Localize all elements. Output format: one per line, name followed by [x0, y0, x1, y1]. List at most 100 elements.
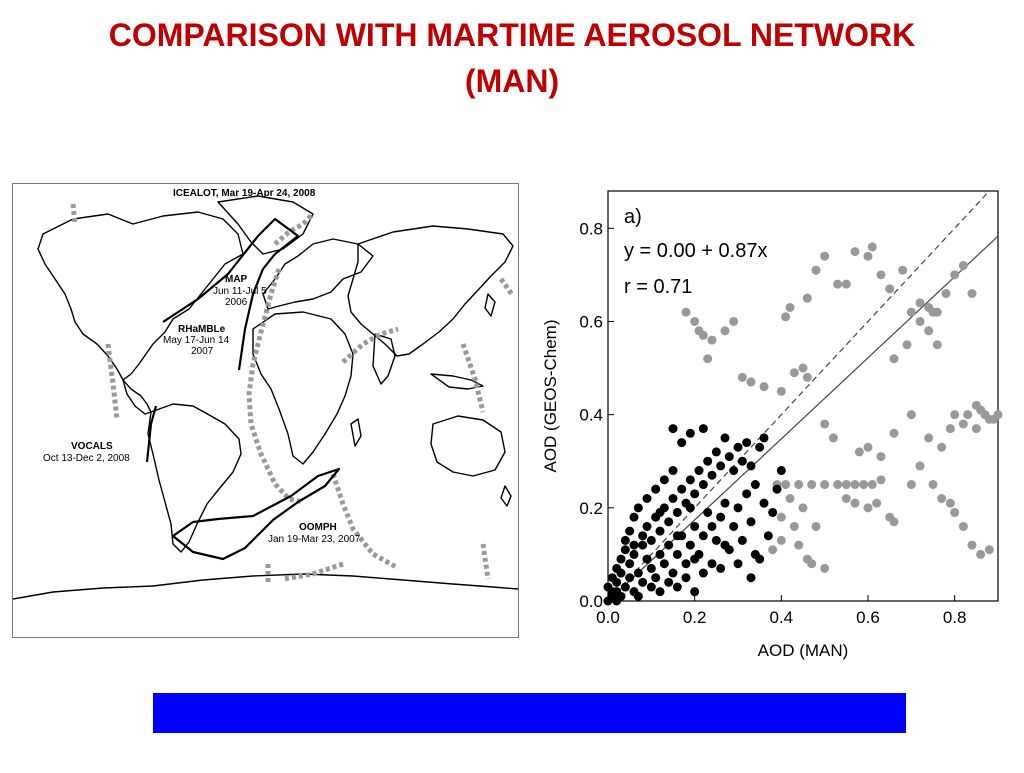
continent-indonesia — [430, 373, 484, 390]
black-point-99 — [720, 540, 730, 550]
black-point-32 — [698, 531, 708, 541]
icealot-track — [162, 217, 300, 323]
black-point-9 — [625, 559, 635, 569]
map-date-label-1: Jun 11-Jul 5 — [213, 286, 267, 297]
x-axis-label: AOD (MAN) — [758, 641, 849, 660]
rhamble-date-label-2: 2007 — [191, 346, 214, 357]
black-point-47 — [737, 535, 747, 545]
x-tick-label-0: 0.0 — [596, 608, 620, 627]
gray-point-8 — [737, 372, 747, 382]
black-point-94 — [690, 587, 700, 597]
black-point-57 — [703, 456, 713, 466]
black-point-110 — [612, 596, 622, 606]
gray-point-35 — [924, 302, 934, 312]
gray-point-7 — [729, 316, 739, 326]
gray-point-19 — [850, 247, 860, 257]
black-point-71 — [651, 484, 661, 494]
gray-point-25 — [906, 307, 916, 317]
gray-point-45 — [807, 480, 817, 490]
gray-point-17 — [833, 279, 843, 289]
gray-point-40 — [789, 368, 799, 378]
gray-point-5 — [703, 354, 713, 364]
gray-point-46 — [820, 480, 830, 490]
black-point-90 — [755, 442, 765, 452]
gray-point-87 — [958, 419, 968, 429]
gray-point-75 — [967, 540, 977, 550]
black-point-102 — [655, 507, 665, 517]
gray-point-88 — [945, 424, 955, 434]
black-point-12 — [646, 563, 656, 573]
gray-point-29 — [932, 340, 942, 350]
gray-point-31 — [950, 270, 960, 280]
gray-point-11 — [776, 386, 786, 396]
gray-point-14 — [802, 293, 812, 303]
black-point-24 — [642, 521, 652, 531]
black-point-18 — [646, 535, 656, 545]
black-point-95 — [612, 563, 622, 573]
gray-point-90 — [924, 433, 934, 443]
black-point-86 — [763, 531, 773, 541]
black-point-88 — [737, 456, 747, 466]
gray-point-59 — [811, 521, 821, 531]
title-line-2: (MAN) — [464, 63, 560, 99]
continent-new-zealand — [500, 485, 512, 507]
black-point-81 — [698, 568, 708, 578]
gray-point-53 — [854, 447, 864, 457]
continent-india — [372, 333, 396, 385]
black-point-75 — [616, 554, 626, 564]
black-point-69 — [642, 494, 652, 503]
vocals-track — [145, 405, 158, 463]
black-point-50 — [746, 517, 756, 527]
black-point-109 — [603, 596, 613, 606]
black-point-97 — [629, 540, 639, 550]
gray-point-1 — [690, 316, 700, 326]
cruise-tracks — [145, 217, 341, 561]
continent-africa — [252, 311, 354, 465]
black-point-14 — [651, 573, 661, 583]
black-point-76 — [638, 531, 648, 541]
gray-point-57 — [785, 494, 795, 503]
black-point-59 — [711, 447, 721, 457]
black-point-84 — [750, 549, 760, 559]
black-point-73 — [668, 466, 678, 476]
x-tick-label-3: 0.6 — [856, 608, 880, 627]
black-point-52 — [750, 480, 760, 490]
black-point-87 — [729, 466, 739, 476]
gray-point-60 — [776, 512, 786, 522]
gray-point-50 — [859, 480, 869, 490]
black-point-44 — [677, 484, 687, 494]
black-point-60 — [733, 442, 743, 452]
black-point-101 — [690, 554, 700, 564]
gray-point-47 — [833, 480, 843, 490]
gray-point-76 — [976, 549, 986, 559]
black-point-64 — [742, 438, 752, 448]
gray-point-39 — [798, 363, 808, 373]
gray-point-56 — [828, 433, 838, 443]
gray-point-23 — [885, 284, 895, 294]
oomph-date-label: Jan 19-Mar 23, 2007 — [268, 534, 361, 545]
black-point-100 — [672, 531, 682, 541]
black-point-106 — [776, 466, 786, 476]
black-point-96 — [620, 535, 630, 545]
gray-point-63 — [850, 498, 860, 508]
gray-point-71 — [937, 494, 947, 503]
gray-point-32 — [958, 261, 968, 271]
gray-point-61 — [789, 521, 799, 531]
gray-point-22 — [863, 251, 873, 261]
black-point-58 — [724, 452, 734, 462]
black-point-77 — [607, 573, 617, 583]
black-point-33 — [703, 507, 713, 517]
gray-point-20 — [867, 242, 877, 252]
black-point-72 — [659, 475, 669, 485]
gray-point-18 — [841, 279, 851, 289]
gray-point-93 — [876, 452, 886, 462]
gray-point-65 — [872, 498, 882, 508]
continent-greenland — [217, 195, 314, 255]
rhamble-track — [237, 253, 276, 371]
black-point-91 — [759, 433, 769, 443]
gray-point-51 — [867, 480, 877, 490]
y-tick-label-0: 0.0 — [579, 592, 603, 611]
gray-point-89 — [937, 442, 947, 452]
gray-point-34 — [915, 298, 925, 308]
black-point-10 — [638, 577, 648, 587]
